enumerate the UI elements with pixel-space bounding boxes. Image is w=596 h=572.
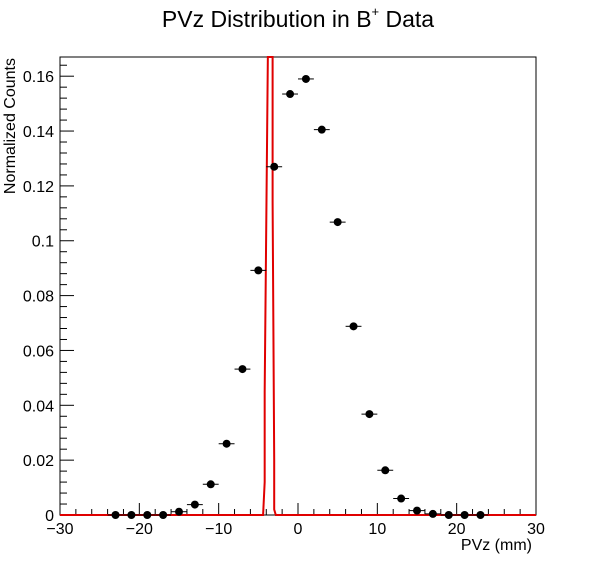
data-point: [317, 125, 326, 134]
x-tick-label: 30: [527, 521, 545, 538]
data-point: [127, 511, 136, 519]
data-point: [460, 511, 469, 519]
y-tick-label: 0.16: [23, 69, 54, 86]
data-point: [254, 266, 263, 275]
data-point: [190, 500, 199, 509]
data-point: [444, 511, 453, 519]
data-point: [333, 218, 342, 227]
data-point: [238, 365, 247, 374]
data-point: [301, 74, 310, 83]
data-point: [143, 511, 152, 519]
x-tick-label: 10: [368, 521, 386, 538]
y-tick-label: 0.06: [23, 343, 54, 360]
x-tick-label: 20: [448, 521, 466, 538]
data-point: [206, 480, 215, 489]
data-point: [476, 511, 485, 519]
x-tick-label: 0: [294, 521, 303, 538]
data-point: [381, 466, 390, 475]
y-tick-label: 0.04: [23, 398, 54, 415]
data-point: [397, 494, 406, 503]
chart-title-sup: +: [371, 4, 380, 20]
data-point: [175, 507, 183, 516]
y-tick-label: 0.12: [23, 179, 54, 196]
data-point: [413, 506, 421, 515]
y-tick-label: 0.02: [23, 453, 54, 470]
data-point: [270, 162, 279, 171]
x-tick-label: −20: [126, 521, 153, 538]
red-histogram-line: [60, 56, 536, 516]
data-point: [428, 509, 437, 518]
data-point: [222, 439, 231, 448]
x-axis-label: PVz (mm): [460, 537, 532, 554]
chart-title: PVz Distribution in B+ Data: [0, 4, 596, 33]
x-tick-label: −30: [46, 521, 73, 538]
data-point: [349, 322, 358, 331]
y-tick-label: 0.1: [32, 234, 54, 251]
y-tick-label: 0.14: [23, 124, 54, 141]
chart-title-main: PVz Distribution in B: [161, 6, 372, 32]
plot-frame: [59, 56, 537, 516]
x-tick-label: −10: [205, 521, 232, 538]
y-tick-label: 0.08: [23, 289, 54, 306]
data-point: [365, 410, 374, 419]
chart-title-tail: Data: [379, 6, 435, 32]
data-point: [111, 511, 120, 519]
y-tick-label: 0: [45, 508, 54, 525]
data-point: [159, 511, 168, 519]
data-point: [286, 90, 295, 99]
